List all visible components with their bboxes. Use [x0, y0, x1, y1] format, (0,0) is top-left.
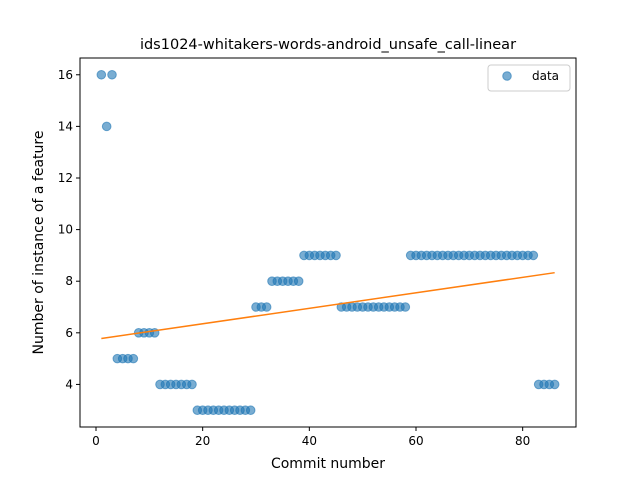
- legend-label-data: data: [532, 69, 559, 83]
- y-axis: 4 6 8 10 12 14 16: [58, 68, 80, 391]
- data-point: [187, 379, 197, 390]
- data-point: [293, 276, 304, 287]
- data-point: [101, 121, 112, 132]
- data-point: [107, 69, 117, 80]
- x-axis: 0 20 40 60 80: [92, 427, 530, 448]
- y-tick-label: 6: [65, 326, 73, 340]
- chart-title: ids1024-whitakers-words-android_unsafe_c…: [140, 37, 516, 53]
- x-axis-label: Commit number: [271, 456, 385, 472]
- data-point: [128, 353, 139, 364]
- fit-line: [101, 271, 555, 340]
- plot-area: [96, 69, 560, 416]
- y-tick-label: 8: [65, 274, 73, 288]
- y-tick-label: 10: [58, 223, 73, 237]
- data-point: [261, 302, 272, 312]
- x-tick-label: 80: [515, 434, 530, 448]
- data-point: [400, 302, 411, 312]
- data-point: [331, 250, 341, 261]
- x-tick-label: 40: [302, 434, 317, 448]
- legend-marker-data: [502, 71, 512, 81]
- data-point: [528, 250, 539, 261]
- y-tick-label: 4: [65, 377, 73, 391]
- data-point: [96, 69, 107, 80]
- y-tick-label: 12: [58, 171, 73, 185]
- legend: data: [487, 64, 571, 92]
- axes-frame: [79, 57, 577, 428]
- x-tick-label: 60: [408, 434, 423, 448]
- y-axis-label: Number of instance of a feature: [31, 131, 47, 355]
- data-point: [549, 379, 560, 390]
- x-tick-label: 20: [195, 434, 210, 448]
- data-point: [245, 405, 256, 416]
- y-tick-label: 16: [58, 68, 73, 82]
- x-tick-label: 0: [92, 434, 100, 448]
- y-tick-label: 14: [58, 119, 73, 133]
